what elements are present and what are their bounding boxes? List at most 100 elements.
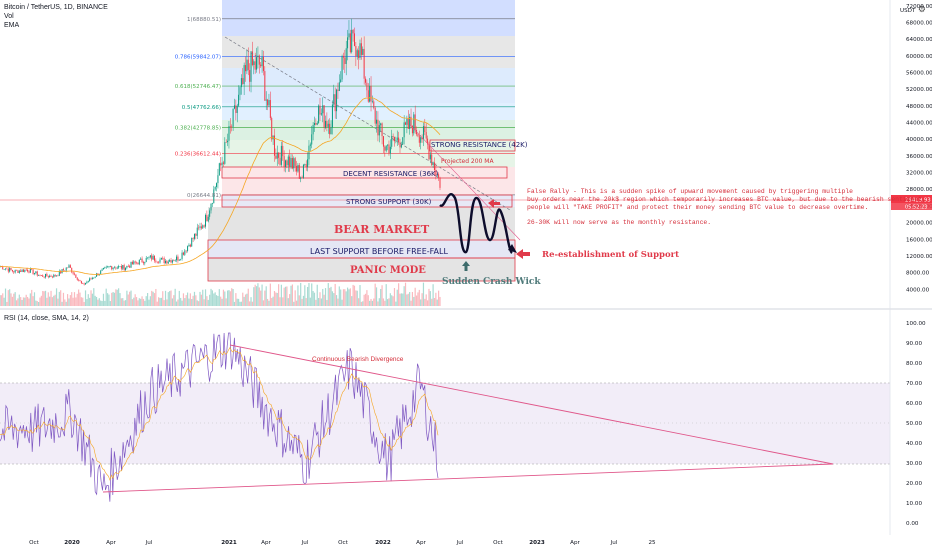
volume-bar: [436, 299, 438, 306]
volume-bar: [159, 297, 161, 306]
candle-body: [392, 136, 394, 138]
candle-body: [318, 105, 320, 123]
candle-body: [64, 270, 66, 271]
candle-body: [153, 255, 155, 261]
candle-body: [107, 266, 109, 268]
time-label: 2020: [64, 540, 80, 546]
candle-body: [432, 162, 434, 166]
candle-body: [389, 146, 391, 154]
candle-body: [395, 140, 397, 142]
candle-body: [217, 175, 219, 184]
volume-bar: [84, 290, 87, 306]
candle-body: [62, 269, 64, 271]
candle-body: [417, 134, 419, 137]
candle-body: [236, 105, 238, 113]
candle-body: [206, 214, 208, 222]
volume-bar: [369, 300, 371, 306]
volume-bar: [418, 289, 420, 306]
volume-bar: [221, 298, 223, 306]
decent-resistance-label: DECENT RESISTANCE (36K): [343, 170, 439, 178]
candle-body: [353, 33, 355, 47]
volume-bar: [233, 301, 236, 306]
candle-body: [422, 126, 424, 140]
volume-bar: [73, 292, 76, 306]
volume-bar: [80, 297, 82, 306]
candle-body: [159, 259, 161, 263]
candle-body: [307, 159, 309, 168]
volume-bar: [196, 300, 198, 306]
volume-bar: [426, 300, 429, 306]
candle-body: [79, 280, 81, 282]
candle-body: [182, 252, 184, 255]
volume-bar: [95, 296, 98, 306]
arrow-left-icon: [516, 249, 530, 259]
candle-body: [240, 78, 242, 88]
candle-body: [418, 136, 420, 143]
candle-body: [214, 186, 216, 190]
candle-body: [131, 261, 133, 265]
candle-body: [72, 272, 74, 274]
candle-body: [158, 261, 160, 263]
volume-bar: [220, 296, 222, 306]
volume-bar: [11, 296, 14, 306]
candle-body: [46, 273, 48, 277]
volume-bar: [51, 297, 54, 306]
volume-bar: [415, 295, 418, 306]
volume-bar: [331, 291, 334, 306]
candle-body: [279, 157, 281, 165]
projected-ma-label: Projected 200 MA: [441, 158, 494, 165]
candle-body: [296, 165, 298, 172]
annotation-line-3: people will "TAKE PROFIT" and protect th…: [527, 204, 868, 211]
volume-bar: [232, 289, 234, 306]
candle-body: [76, 277, 78, 280]
volume-bar: [7, 290, 9, 306]
candle-body: [213, 189, 215, 204]
candle-body: [275, 155, 277, 159]
volume-bar: [316, 284, 318, 306]
volume-bar: [189, 293, 191, 306]
volume-bar: [149, 296, 151, 306]
rsi-tick: 80.00: [906, 361, 922, 367]
candle-body: [90, 278, 92, 280]
candle-body: [104, 267, 106, 269]
volume-bar: [375, 287, 378, 306]
gear-icon[interactable]: ⚙: [917, 4, 926, 14]
volume-bar: [338, 286, 340, 306]
currency-label: USDT: [900, 8, 916, 14]
volume-bar: [224, 291, 226, 306]
price-tick: 60000.00: [906, 54, 932, 60]
time-label: Apr: [416, 540, 426, 546]
volume-bar: [235, 293, 237, 306]
volume-bar: [29, 293, 31, 306]
volume-bar: [366, 290, 368, 306]
candle-body: [377, 119, 379, 136]
volume-bar: [371, 300, 374, 306]
candle-body: [199, 226, 201, 228]
candle-body: [192, 237, 194, 239]
volume-bar: [373, 298, 375, 306]
volume-bar: [130, 290, 132, 306]
candle-body: [112, 267, 114, 270]
candle-body: [257, 55, 259, 58]
volume-bar: [112, 292, 114, 306]
candle-body: [101, 269, 103, 271]
candle-body: [58, 270, 60, 276]
volume-bar: [363, 294, 365, 306]
volume-bar: [358, 298, 360, 306]
rsi-tick: 20.00: [906, 481, 922, 487]
volume-bar: [322, 288, 324, 306]
time-label: Apr: [261, 540, 271, 546]
countdown-label: 05:52:23: [905, 205, 927, 211]
candle-body: [382, 136, 384, 147]
volume-bar: [151, 290, 153, 306]
candle-body: [138, 259, 140, 265]
candle-body: [68, 265, 70, 268]
rsi-tick: 30.00: [906, 461, 922, 467]
candle-body: [94, 276, 96, 278]
candle-body: [439, 177, 441, 188]
volume-bar: [180, 297, 182, 306]
candle-body: [294, 158, 296, 166]
volume-bar: [49, 296, 51, 306]
volume-bar: [87, 294, 89, 306]
candle-body: [221, 162, 223, 166]
